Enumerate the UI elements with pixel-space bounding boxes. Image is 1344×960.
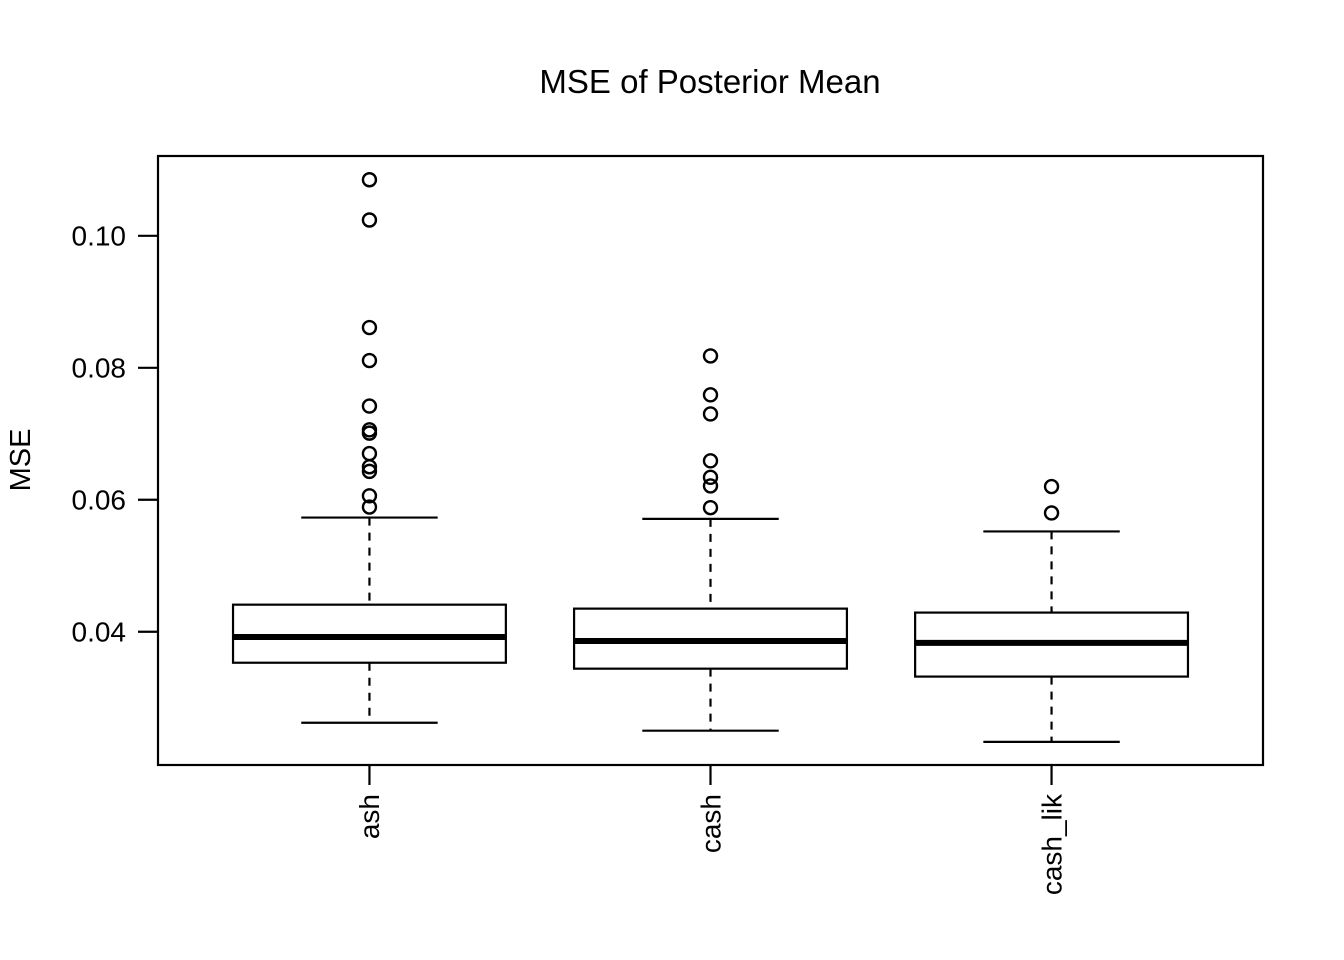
outlier-ash (361, 398, 378, 414)
y-axis-title: MSE (5, 429, 37, 492)
outlier-cash (702, 406, 719, 422)
outlier-cash (702, 348, 719, 364)
outlier-ash (361, 499, 378, 515)
outlier-cash_lik (1043, 505, 1060, 521)
outlier-cash (702, 478, 719, 494)
x-tick-label-ash: ash (354, 794, 385, 839)
y-tick-label: 0.10 (72, 221, 127, 252)
x-tick-label-cash_lik: cash_lik (1036, 793, 1067, 895)
box-ash (231, 603, 507, 664)
y-tick-label: 0.06 (72, 485, 127, 516)
outlier-cash (702, 387, 719, 403)
outlier-ash (361, 172, 378, 188)
y-tick-label: 0.04 (72, 617, 127, 648)
chart-title: MSE of Posterior Mean (539, 63, 880, 100)
x-tick-label-cash: cash (695, 794, 726, 853)
y-tick-label: 0.08 (72, 353, 127, 384)
outlier-ash (361, 445, 378, 462)
outlier-cash (702, 469, 719, 486)
plot-layer: 0.04 0.06 0.08 0.10 ash cash cash_lik (72, 154, 1265, 895)
outlier-cash (702, 499, 719, 516)
outlier-ash (361, 463, 378, 480)
outlier-cash_lik (1043, 478, 1060, 495)
outlier-ash (361, 352, 378, 369)
outlier-ash (361, 212, 378, 228)
outlier-ash (361, 319, 378, 336)
outlier-ash (361, 459, 378, 475)
outlier-cash (702, 453, 719, 469)
outlier-ash (361, 488, 378, 504)
outlier-ash (361, 425, 378, 441)
